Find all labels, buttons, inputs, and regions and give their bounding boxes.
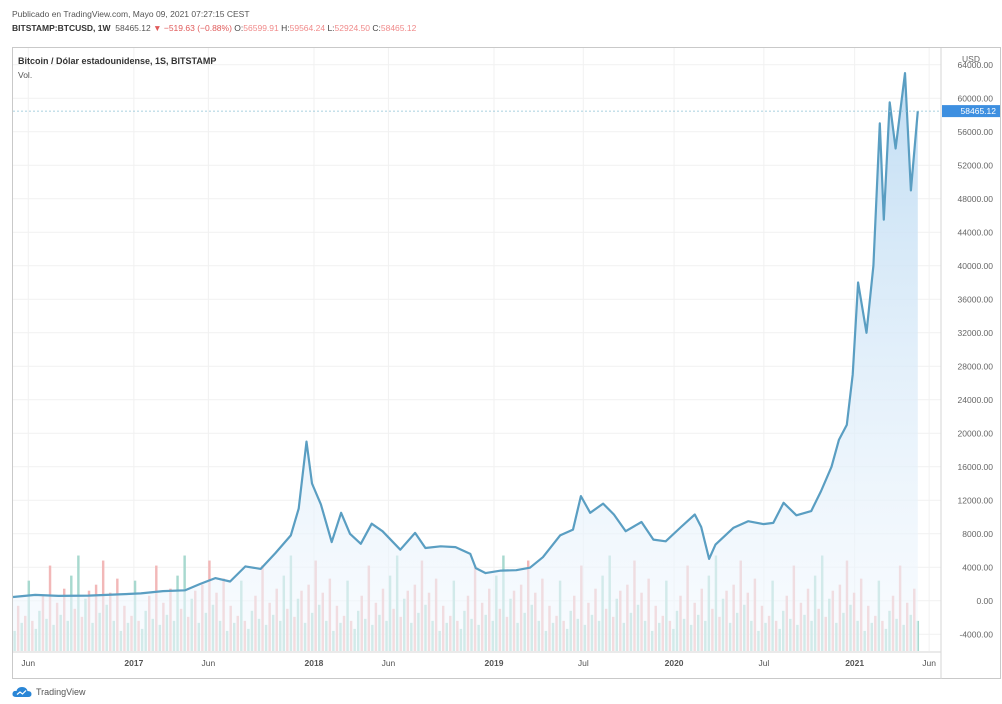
time-tick-label: Jul	[578, 658, 589, 668]
time-tick-label: 2020	[665, 658, 684, 668]
symbol-ohlc-bar: BITSTAMP:BTCUSD, 1W 58465.12 ▼ −519.63 (…	[12, 23, 416, 33]
time-tick-label: 2017	[124, 658, 143, 668]
price-change: ▼ −519.63 (−0.88%)	[153, 23, 232, 33]
open-value: 56599.91	[243, 23, 279, 33]
price-tick-label: 24000.00	[958, 395, 994, 405]
open-label: O:	[234, 23, 244, 33]
publication-note: Publicado en TradingView.com, Mayo 09, 2…	[12, 9, 250, 19]
price-tick-label: 28000.00	[958, 361, 994, 371]
time-tick-label: 2018	[304, 658, 323, 668]
close-label: C:	[372, 23, 381, 33]
brand-name: TradingView	[36, 687, 86, 697]
price-tick-label: 64000.00	[958, 60, 994, 70]
high-value: 59564.24	[289, 23, 326, 33]
time-tick-label: Jun	[922, 658, 936, 668]
last-price-badge-text: 58465.12	[961, 106, 997, 116]
time-tick-label: Jun	[202, 658, 216, 668]
low-label: L:	[327, 23, 335, 33]
price-tick-label: 52000.00	[958, 160, 994, 170]
symbol-label: BITSTAMP:BTCUSD, 1W	[12, 23, 111, 33]
high-label: H:	[281, 23, 290, 33]
close-value: 58465.12	[380, 23, 417, 33]
price-tick-label: 0.00	[976, 596, 993, 606]
price-area-fill	[13, 73, 918, 651]
tradingview-brand[interactable]: TradingView	[12, 686, 86, 698]
time-axis[interactable]: Jun 2017 Jun 2018 Jun 2019 Jul 2020 Jul 2021 Jun	[13, 651, 941, 668]
price-tick-label: 60000.00	[958, 93, 994, 103]
price-tick-label: -4000.00	[959, 629, 993, 639]
price-tick-label: 16000.00	[958, 462, 994, 472]
price-tick-label: 36000.00	[958, 294, 994, 304]
price-tick-label: 4000.00	[962, 562, 993, 572]
tradingview-cloud-icon	[12, 687, 32, 697]
last-price-marker: 58465.12	[13, 105, 1000, 118]
last-price-value: 58465.12	[115, 23, 151, 33]
price-tick-label: 32000.00	[958, 328, 994, 338]
volume-bar	[916, 620, 920, 651]
price-tick-label: 20000.00	[958, 428, 994, 438]
volume-legend[interactable]: Vol.	[18, 70, 33, 80]
time-tick-label: Jun	[382, 658, 396, 668]
price-tick-label: 40000.00	[958, 261, 994, 271]
price-tick-label: 56000.00	[958, 127, 994, 137]
low-value: 52924.50	[334, 23, 370, 33]
price-tick-label: 44000.00	[958, 227, 994, 237]
currency-label: USD	[962, 54, 980, 64]
time-tick-label: 2021	[845, 658, 864, 668]
series-legend-title[interactable]: Bitcoin / Dólar estadounidense, 1S, BITS…	[18, 56, 217, 66]
time-tick-label: Jul	[758, 658, 769, 668]
price-tick-label: 8000.00	[962, 529, 993, 539]
time-tick-label: Jun	[21, 658, 35, 668]
price-tick-label: 48000.00	[958, 194, 994, 204]
chart-frame	[12, 47, 1001, 679]
time-tick-label: 2019	[485, 658, 504, 668]
price-tick-label: 12000.00	[958, 495, 994, 505]
last-price-badge	[942, 105, 1000, 118]
price-line	[13, 72, 919, 599]
price-area	[13, 72, 919, 651]
